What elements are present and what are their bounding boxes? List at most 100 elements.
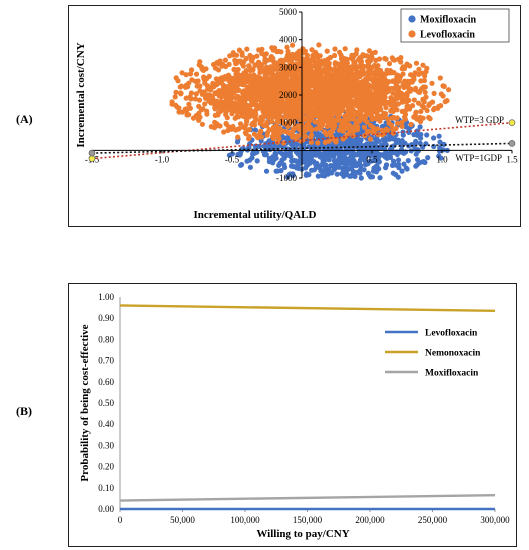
scatter-point — [238, 162, 244, 168]
scatter-point — [399, 141, 405, 147]
scatter-point — [319, 162, 325, 168]
scatter-point — [339, 151, 345, 157]
scatter-point — [405, 158, 411, 164]
y-tick-label: 0.50 — [98, 398, 114, 408]
scatter-point — [178, 83, 185, 89]
scatter-point — [194, 83, 200, 89]
scatter-point — [321, 155, 327, 161]
scatter-point — [324, 48, 330, 54]
scatter-point — [290, 42, 296, 48]
y-tick-label: 0.00 — [98, 504, 114, 514]
scatter-point — [419, 103, 425, 109]
legend-label-moxifloxacin: Moxifloxacin — [425, 369, 479, 379]
scatter-point — [413, 60, 420, 66]
scatter-point — [314, 160, 320, 166]
scatter-point — [383, 155, 389, 161]
scatter-point — [383, 165, 389, 171]
scatter-point — [223, 120, 229, 127]
y-tick-label: 0.10 — [98, 483, 114, 493]
scatter-point — [247, 52, 253, 59]
scatter-point — [275, 168, 281, 174]
scatter-point — [395, 157, 402, 163]
scatter-point — [415, 147, 421, 153]
scatter-point — [281, 162, 287, 168]
scatter-point — [357, 170, 363, 176]
scatter-point — [284, 44, 290, 50]
scatter-point — [276, 162, 282, 168]
scatter-point — [403, 165, 409, 171]
y-tick-label: 0.20 — [98, 462, 114, 472]
scatter-point — [422, 159, 428, 165]
scatter-point — [258, 128, 264, 134]
scatter-point — [377, 175, 383, 181]
scatter-point — [197, 88, 203, 94]
scatter-point — [361, 167, 367, 173]
ceac-panel-frame — [68, 283, 517, 547]
x-tick-label: 150,000 — [293, 515, 323, 525]
scatter-point — [303, 156, 309, 162]
scatter-point — [331, 154, 337, 160]
scatter-point — [436, 133, 442, 139]
x-tick-label: 50,000 — [170, 515, 195, 525]
scatter-point — [223, 99, 229, 105]
scatter-point — [388, 150, 394, 157]
scatter-point — [414, 132, 420, 138]
scatter-point — [399, 119, 405, 125]
scatter-point — [186, 101, 192, 107]
legend-label-levofloxacin: Levofloxacin — [425, 329, 478, 339]
scatter-point — [438, 155, 444, 161]
scatter-point — [347, 158, 353, 164]
y-tick-label: 0.30 — [98, 440, 114, 450]
y-tick-label: 0.60 — [98, 377, 114, 387]
scatter-point — [344, 60, 350, 66]
scatter-point — [414, 128, 420, 134]
scatter-point — [358, 175, 364, 181]
scatter-point — [353, 152, 359, 158]
scatter-point — [364, 152, 370, 158]
scatter-point — [422, 89, 428, 95]
scatter-point — [334, 118, 340, 124]
scatter-point — [269, 45, 275, 51]
scatter-point — [193, 91, 199, 97]
x-tick-label: 0 — [118, 515, 123, 525]
scatter-point — [350, 168, 356, 174]
scatter-point — [326, 157, 332, 163]
scatter-point — [424, 65, 430, 71]
scatter-point — [265, 129, 271, 135]
scatter-point — [336, 147, 342, 153]
scatter-point — [289, 171, 295, 178]
scatter-point — [367, 136, 374, 142]
scatter-point — [385, 116, 391, 122]
series-line-nemonoxacin — [119, 304, 496, 312]
scatter-point — [187, 71, 194, 77]
scatter-point — [189, 67, 195, 73]
x-tick-label: 300,000 — [480, 515, 510, 525]
scatter-point — [389, 85, 395, 91]
scatter-point — [235, 58, 241, 64]
scatter-point — [354, 162, 360, 169]
scatter-point — [309, 167, 315, 173]
scatter-point — [247, 164, 253, 170]
x-tick-label: 100,000 — [230, 515, 260, 525]
scatter-point — [386, 79, 392, 85]
scatter-point — [253, 143, 259, 149]
scatter-point — [332, 52, 338, 59]
x-tick-label: 200,000 — [355, 515, 385, 525]
scatter-point — [183, 95, 189, 101]
scatter-point — [252, 127, 258, 133]
scatter-point — [373, 57, 379, 64]
scatter-point — [390, 158, 397, 164]
scatter-point — [437, 139, 443, 145]
scatter-point — [240, 63, 246, 69]
y-tick-label: 0.40 — [98, 419, 114, 429]
scatter-point — [414, 157, 421, 163]
scatter-point — [365, 82, 371, 88]
scatter-point — [272, 152, 279, 158]
scatter-point — [305, 152, 311, 158]
scatter-point — [437, 75, 443, 81]
scatter-point — [410, 103, 416, 109]
scatter-point — [313, 152, 319, 158]
scatter-point — [429, 99, 436, 105]
